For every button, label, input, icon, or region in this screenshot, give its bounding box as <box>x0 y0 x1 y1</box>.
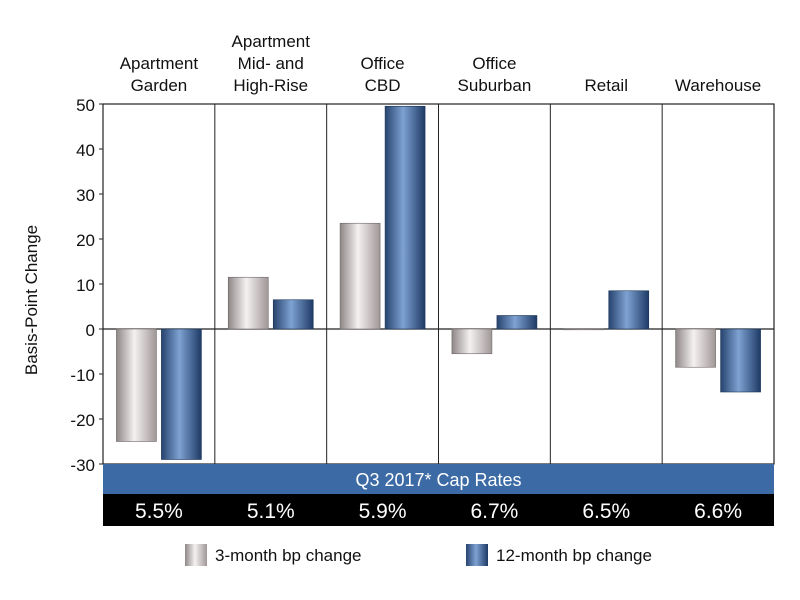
y-axis-label: Basis-Point Change <box>22 225 41 375</box>
category-label: Garden <box>131 76 188 95</box>
plot-frame <box>102 103 775 465</box>
category-label: Apartment <box>232 32 311 51</box>
legend-swatch-12-month <box>466 544 488 566</box>
category-label: Mid- and <box>238 54 304 73</box>
bar-3-month <box>451 328 493 355</box>
bars <box>116 105 761 460</box>
category-labels: Apartment Garden Apartment Mid- and High-Ris… <box>120 32 762 95</box>
bar-3-month <box>116 328 157 442</box>
category-label: Warehouse <box>675 76 761 95</box>
bar-12-month <box>384 105 426 330</box>
cap-rates-band-title: Q3 2017* Cap Rates <box>355 470 521 490</box>
category-label: Suburban <box>458 76 532 95</box>
bar-3-month <box>227 276 269 330</box>
cap-rate-values: 5.5% 5.1% 5.9% 6.7% 6.5% 6.6% <box>135 500 742 523</box>
y-tick-label: 20 <box>76 231 95 250</box>
category-label: Office <box>472 54 516 73</box>
cap-rate-value: 6.6% <box>694 500 742 523</box>
y-axis-ticks: 50 40 30 20 10 0 -10 -20 -30 <box>70 96 103 475</box>
cap-rate-value: 5.1% <box>247 500 295 523</box>
category-label: CBD <box>365 76 401 95</box>
y-tick-label: -30 <box>70 456 95 475</box>
category-label: Apartment <box>120 54 199 73</box>
category-label: Office <box>361 54 405 73</box>
y-tick-label: 30 <box>76 186 95 205</box>
y-tick-label: 50 <box>76 96 95 115</box>
category-label: High-Rise <box>233 76 308 95</box>
bar-3-month <box>675 328 716 368</box>
y-tick-label: -10 <box>70 366 95 385</box>
y-tick-label: -20 <box>70 411 95 430</box>
cap-rate-value: 6.5% <box>582 500 630 523</box>
bar-12-month <box>161 328 202 460</box>
cap-rates-band-header <box>103 464 774 494</box>
y-tick-label: 10 <box>76 276 95 295</box>
legend-label-3-month: 3-month bp change <box>215 546 362 565</box>
legend-swatch-3-month <box>185 544 207 566</box>
bar-3-month <box>563 328 605 331</box>
bar-12-month <box>608 290 650 330</box>
cap-rates-values-row <box>103 494 774 526</box>
bar-12-month <box>720 328 761 393</box>
cap-rate-value: 5.9% <box>359 500 407 523</box>
y-tick-label: 40 <box>76 141 95 160</box>
category-label: Retail <box>585 76 628 95</box>
cap-rate-value: 5.5% <box>135 500 183 523</box>
legend: 3-month bp change 12-month bp change <box>185 544 652 566</box>
legend-label-12-month: 12-month bp change <box>496 546 652 565</box>
bar-3-month <box>339 222 381 330</box>
bar-12-month <box>272 299 314 330</box>
y-tick-label: 0 <box>86 321 95 340</box>
bar-12-month <box>496 315 538 330</box>
cap-rate-value: 6.7% <box>470 500 518 523</box>
